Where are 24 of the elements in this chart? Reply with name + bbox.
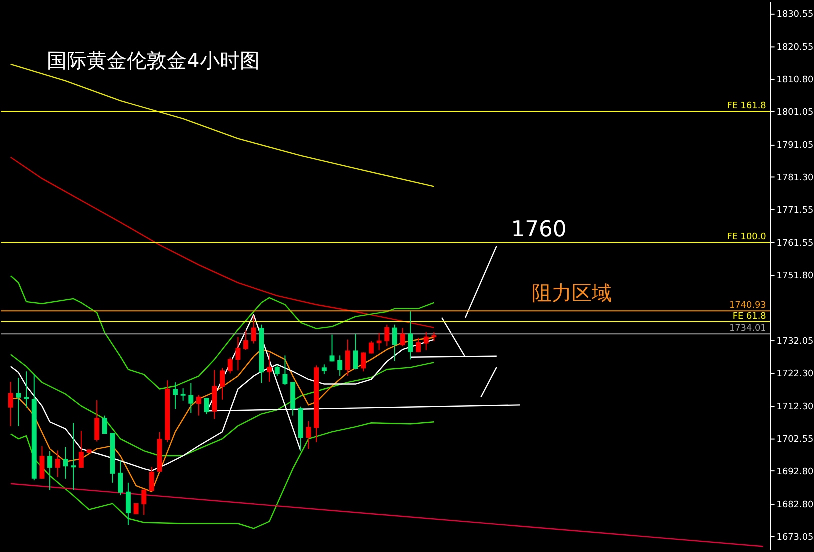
- y-tick-label: 1801.05: [776, 108, 814, 118]
- y-tick-label: 1712.30: [776, 402, 814, 413]
- y-tick-label: 1761.55: [776, 239, 814, 250]
- y-tick-label: 1820.55: [776, 43, 814, 54]
- ref-line-label: 1734.01: [729, 324, 766, 334]
- ref-line-label: FE 61.8: [732, 312, 767, 322]
- y-tick-label: 1702.55: [776, 435, 814, 446]
- ref-line-label: 1740.93: [729, 301, 766, 312]
- y-tick-label: 1771.55: [776, 206, 814, 216]
- y-tick-label: 1682.80: [776, 500, 814, 511]
- y-tick-label: 1830.55: [776, 10, 814, 20]
- y-tick-label: 1751.80: [776, 271, 814, 282]
- text: 国际黄金伦敦金4小时图: [47, 50, 260, 73]
- y-tick-label: 1673.05: [776, 533, 814, 544]
- ref-line-label: FE 100.0: [727, 232, 767, 243]
- annotation: 阻力区域: [532, 282, 612, 305]
- y-tick-label: 1810.80: [776, 76, 814, 86]
- y-tick-label: 1732.05: [776, 337, 814, 348]
- annotation: 1760: [511, 217, 567, 242]
- y-tick-label: 1781.30: [776, 174, 814, 184]
- y-tick-label: 1791.05: [776, 141, 814, 152]
- ref-line-label: FE 161.8: [727, 101, 767, 112]
- y-tick-label: 1722.30: [776, 369, 814, 380]
- y-tick-label: 1692.80: [776, 467, 814, 478]
